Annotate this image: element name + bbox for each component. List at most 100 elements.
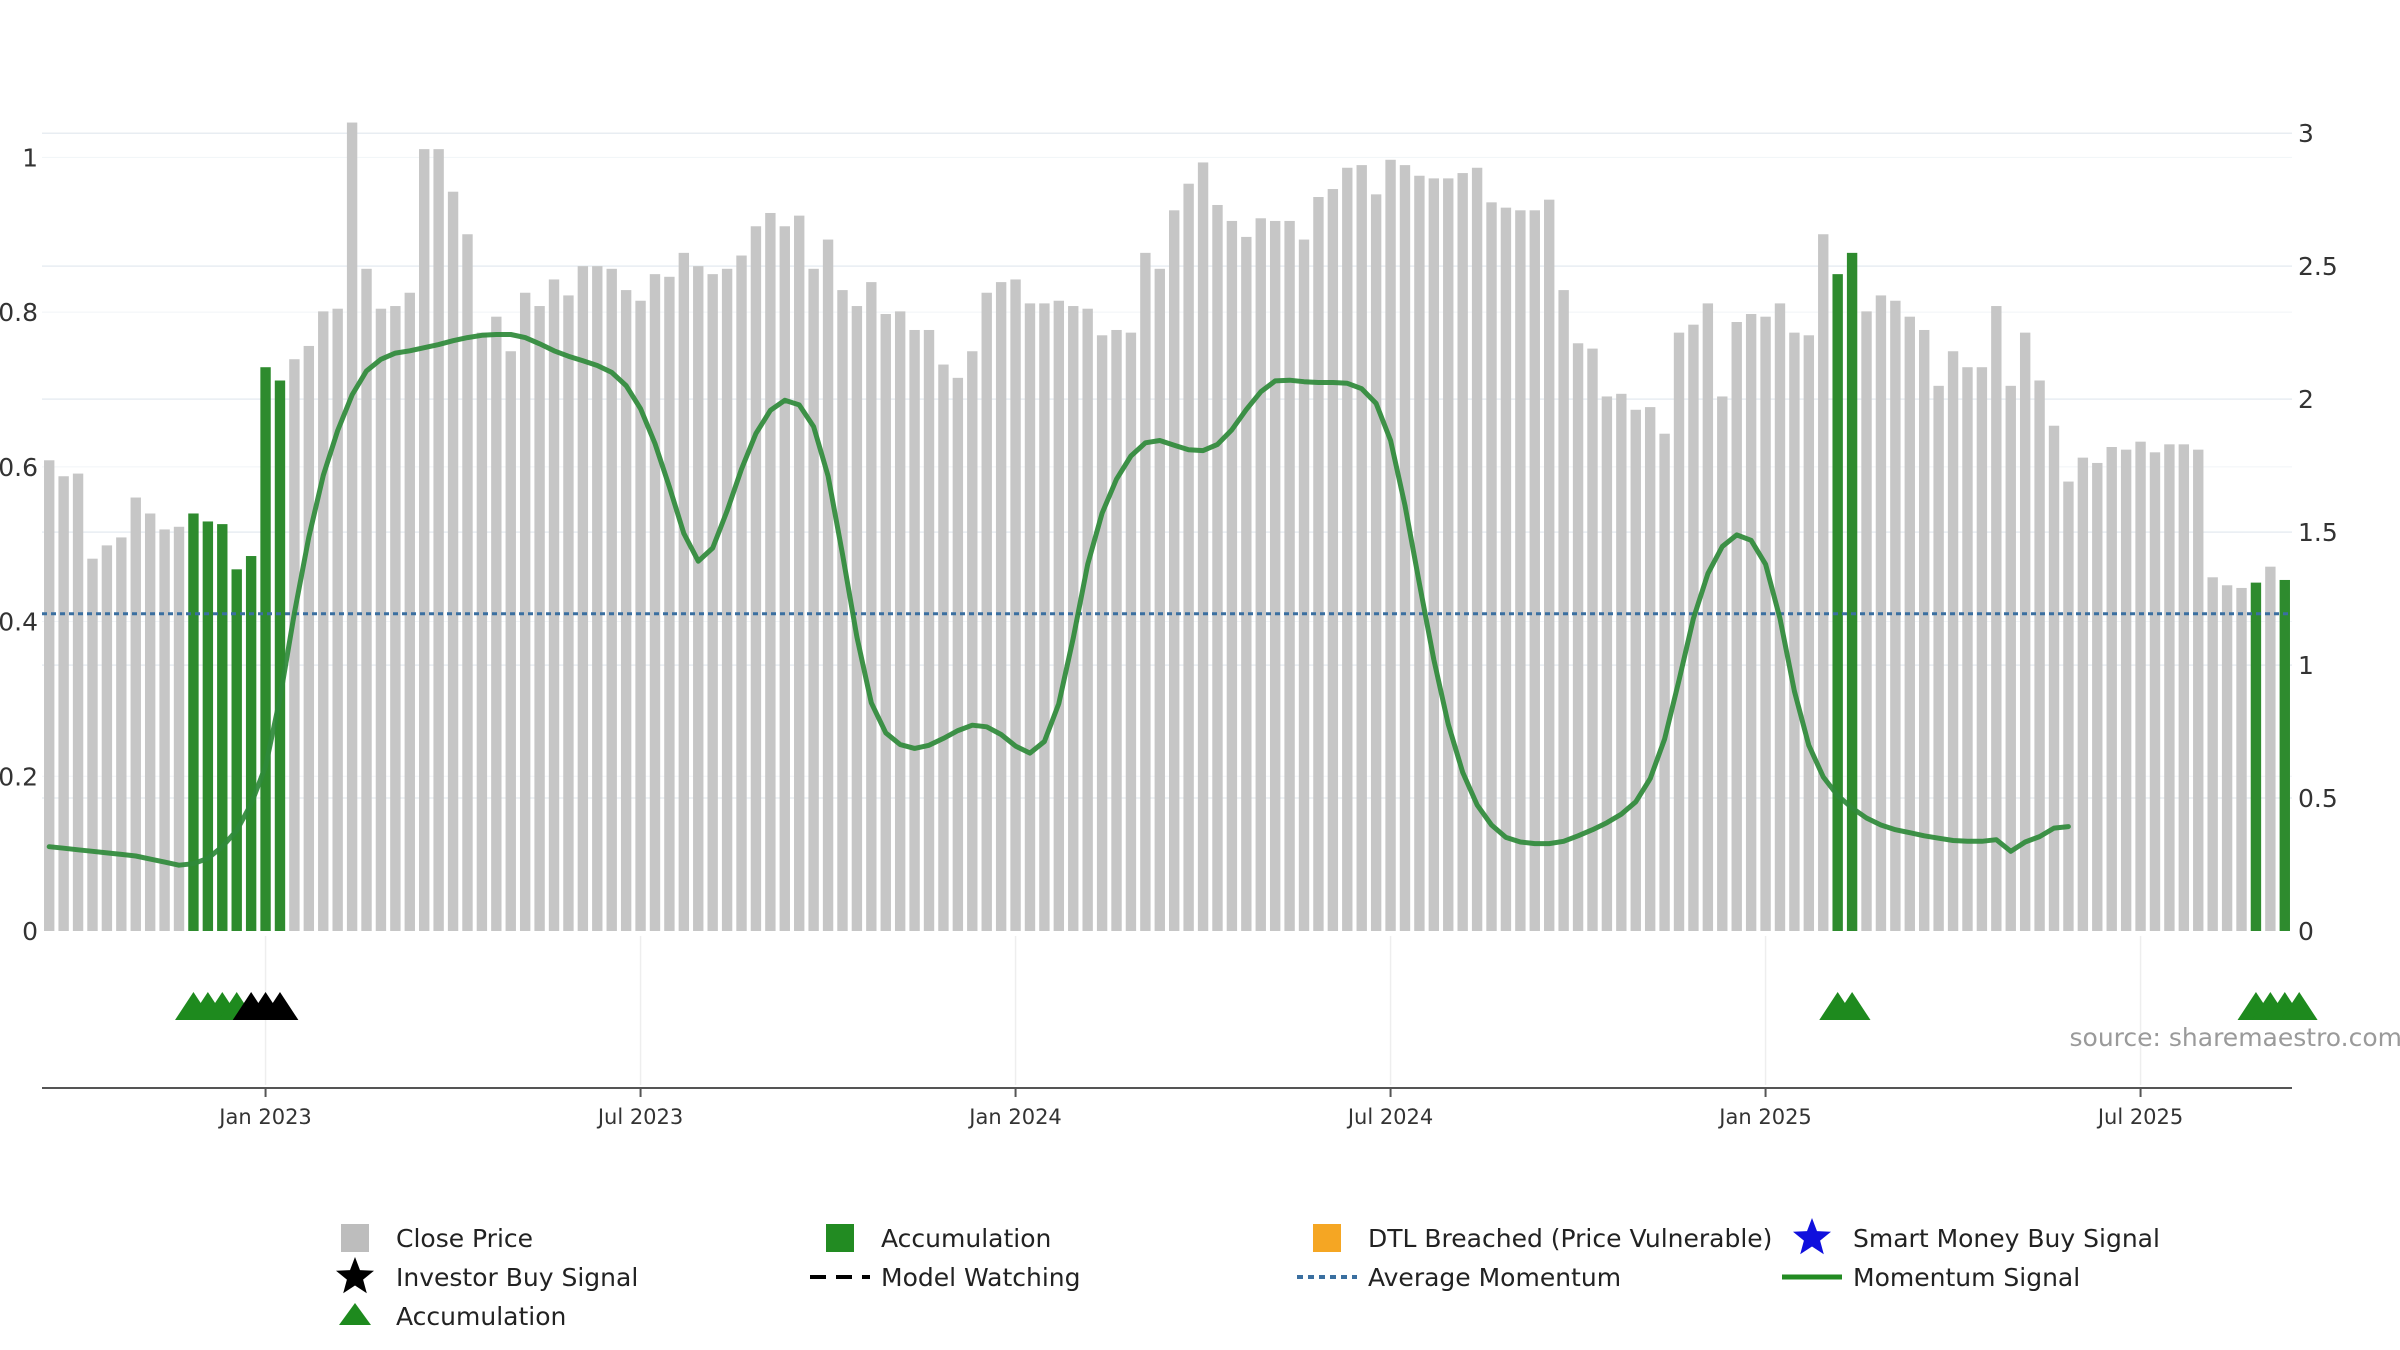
x-tick-label: Jul 2025 xyxy=(2096,1105,2183,1129)
close-price-bar xyxy=(2063,481,2074,931)
legend-label: Accumulation xyxy=(396,1302,566,1331)
close-price-bar xyxy=(1529,210,1540,931)
close-price-bar xyxy=(1039,303,1050,931)
close-price-bar xyxy=(534,306,545,931)
close-price-bar xyxy=(2236,587,2247,931)
right-y-tick-label: 1.5 xyxy=(2298,518,2338,547)
close-price-bars xyxy=(44,122,2290,932)
accumulation-bar xyxy=(1832,274,1843,931)
close-price-bar xyxy=(1140,252,1151,931)
close-price-bar xyxy=(390,306,401,931)
close-price-bar xyxy=(72,473,84,931)
green-square-icon xyxy=(826,1224,854,1252)
close-price-bar xyxy=(1861,311,1872,932)
close-price-bar xyxy=(866,282,877,931)
close-price-bar xyxy=(750,226,762,931)
accumulation-bar xyxy=(202,521,214,931)
close-price-bar xyxy=(2034,380,2045,931)
legend-item: Investor Buy Signal xyxy=(336,1257,638,1294)
close-price-bar xyxy=(1269,220,1281,931)
close-price-bar xyxy=(491,316,502,931)
signal-markers xyxy=(175,992,2318,1020)
close-price-bar xyxy=(101,545,113,931)
close-price-bar xyxy=(1356,165,1367,932)
close-price-bar xyxy=(1731,322,1742,931)
close-price-bar xyxy=(332,308,343,931)
close-price-bar xyxy=(173,526,185,931)
close-price-bar xyxy=(1904,316,1915,931)
close-price-bar xyxy=(693,266,704,931)
legend: Close Price Accumulation DTL Breached (Pri… xyxy=(336,1218,2160,1331)
close-price-bar xyxy=(1226,220,1238,931)
close-price-bar xyxy=(1399,165,1411,932)
close-price-bar xyxy=(894,311,906,932)
close-price-bar xyxy=(592,266,603,931)
close-price-bar xyxy=(1082,308,1093,931)
momentum-signal-line xyxy=(46,332,2071,868)
close-price-bar xyxy=(1991,306,2002,931)
close-price-bar xyxy=(318,311,329,932)
legend-item: Average Momentum xyxy=(1297,1263,1621,1292)
close-price-bar xyxy=(1154,268,1165,931)
close-price-bar xyxy=(909,329,920,931)
source-label: source: sharemaestro.com xyxy=(2070,1023,2400,1052)
close-price-bar xyxy=(58,476,69,931)
close-price-bar xyxy=(1313,197,1324,931)
close-price-bar xyxy=(1370,194,1382,931)
legend-label: Close Price xyxy=(396,1224,533,1253)
close-price-bar xyxy=(1919,329,1930,931)
right-y-tick-label: 2 xyxy=(2298,385,2314,414)
close-price-bar xyxy=(707,274,718,931)
close-price-bar xyxy=(404,292,415,931)
close-price-bar xyxy=(1818,234,1829,931)
legend-label: Momentum Signal xyxy=(1853,1263,2080,1292)
close-price-bar xyxy=(2120,449,2132,931)
close-price-bar xyxy=(144,513,156,931)
close-price-bar xyxy=(1544,199,1555,931)
close-price-bar xyxy=(1702,303,1714,931)
close-price-bar xyxy=(1385,159,1396,931)
close-price-bar xyxy=(1327,189,1339,932)
close-price-bar xyxy=(1745,314,1757,931)
close-price-bar xyxy=(952,377,964,932)
close-price-bar xyxy=(2106,446,2117,931)
left-y-axis: 0 0.2 0.4 0.6 0.8 1 xyxy=(0,143,38,946)
accumulation-bar xyxy=(260,367,271,931)
close-price-bar xyxy=(419,149,430,932)
close-price-bar xyxy=(1443,178,1454,932)
close-price-bar xyxy=(462,234,473,931)
left-y-tick-label: 0.2 xyxy=(0,762,38,791)
close-price-bar xyxy=(1630,409,1641,931)
close-price-bar xyxy=(1659,433,1670,931)
close-price-bar xyxy=(1616,393,1627,931)
legend-label: Accumulation xyxy=(881,1224,1051,1253)
close-price-bar xyxy=(1717,396,1728,931)
close-price-bar xyxy=(1111,329,1122,931)
close-price-bar xyxy=(721,268,733,931)
close-price-bar xyxy=(822,239,834,931)
close-price-bar xyxy=(289,359,300,931)
close-price-bar xyxy=(1096,335,1108,931)
accumulation-triangle-marker xyxy=(1833,992,1871,1020)
legend-item: Smart Money Buy Signal xyxy=(1793,1218,2160,1255)
close-price-bar xyxy=(1428,178,1440,932)
close-price-bar xyxy=(1342,167,1353,931)
close-price-bar xyxy=(130,497,141,931)
close-price-bar xyxy=(1601,396,1613,931)
close-price-bar xyxy=(1414,175,1425,932)
close-price-bar xyxy=(1515,210,1526,931)
close-price-bar xyxy=(1933,385,1944,931)
right-y-tick-label: 3 xyxy=(2298,119,2314,148)
close-price-bar xyxy=(2092,462,2103,931)
accumulation-bar xyxy=(2250,582,2262,931)
close-price-bar xyxy=(967,351,978,932)
close-price-bar xyxy=(1125,332,1137,931)
gray-square-icon xyxy=(341,1224,369,1252)
close-price-bar xyxy=(664,276,675,931)
close-price-bar xyxy=(116,537,127,931)
close-price-bar xyxy=(1212,204,1223,932)
close-price-bar xyxy=(2019,332,2031,931)
close-price-bar xyxy=(1976,367,1988,931)
close-price-bar xyxy=(938,364,949,932)
